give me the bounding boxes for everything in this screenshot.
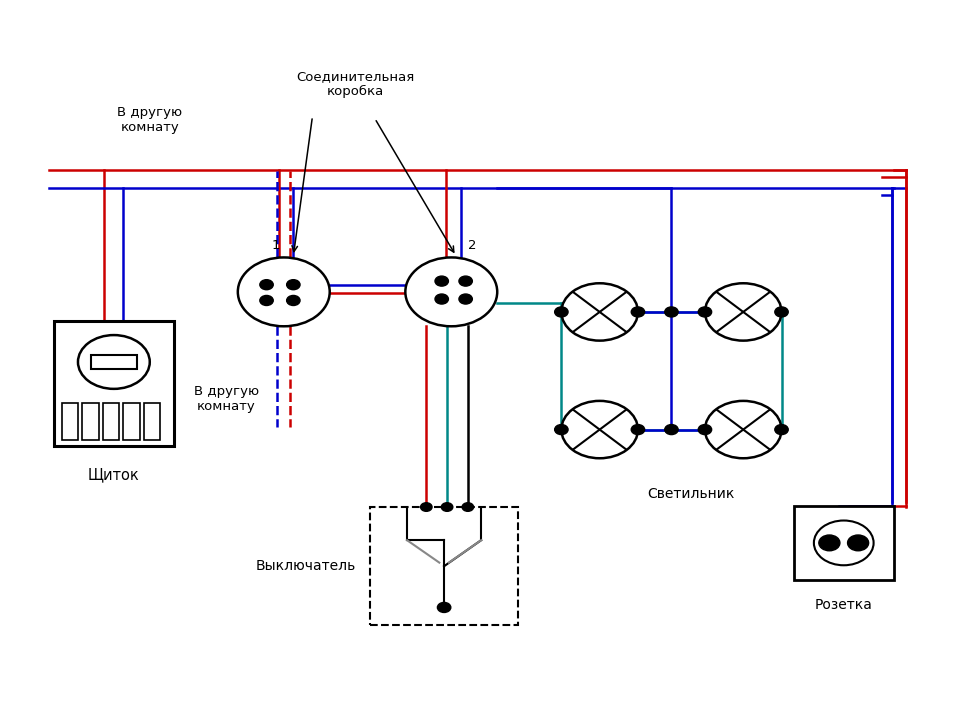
Circle shape	[698, 425, 711, 435]
Bar	[61, 402, 79, 441]
Circle shape	[775, 425, 788, 435]
Text: В другую
комнату: В другую комнату	[117, 106, 182, 134]
Circle shape	[462, 503, 473, 511]
Circle shape	[459, 294, 472, 304]
Text: В другую
комнату: В другую комнату	[194, 385, 259, 413]
Bar	[54, 320, 174, 446]
Circle shape	[705, 283, 781, 341]
Circle shape	[555, 307, 568, 317]
Circle shape	[555, 425, 568, 435]
Circle shape	[664, 307, 678, 317]
Circle shape	[705, 401, 781, 458]
Text: 2: 2	[468, 239, 476, 252]
Circle shape	[435, 294, 448, 304]
Bar	[144, 402, 160, 441]
Circle shape	[405, 258, 497, 326]
Circle shape	[238, 258, 329, 326]
Text: Розетка: Розетка	[815, 598, 873, 612]
Circle shape	[698, 307, 711, 317]
Bar	[794, 505, 894, 580]
Circle shape	[632, 425, 645, 435]
Circle shape	[287, 295, 300, 305]
Circle shape	[438, 603, 451, 613]
Circle shape	[442, 503, 453, 511]
Circle shape	[562, 283, 638, 341]
Text: Светильник: Светильник	[647, 487, 734, 501]
Bar	[123, 402, 140, 441]
Bar	[103, 402, 119, 441]
Text: Соединительная
коробка: Соединительная коробка	[297, 70, 415, 98]
Circle shape	[420, 503, 432, 511]
Circle shape	[435, 276, 448, 286]
Text: 1: 1	[272, 239, 280, 252]
Circle shape	[632, 307, 645, 317]
Text: Выключатель: Выключатель	[255, 559, 355, 573]
Circle shape	[260, 295, 274, 305]
Circle shape	[287, 279, 300, 289]
Text: Щиток: Щиток	[88, 467, 140, 482]
Circle shape	[664, 425, 678, 435]
Circle shape	[775, 307, 788, 317]
Bar	[91, 355, 137, 369]
Circle shape	[562, 401, 638, 458]
Circle shape	[848, 535, 869, 551]
Bar	[370, 507, 518, 626]
Bar	[83, 402, 99, 441]
Circle shape	[260, 279, 274, 289]
Circle shape	[459, 276, 472, 286]
Circle shape	[819, 535, 840, 551]
